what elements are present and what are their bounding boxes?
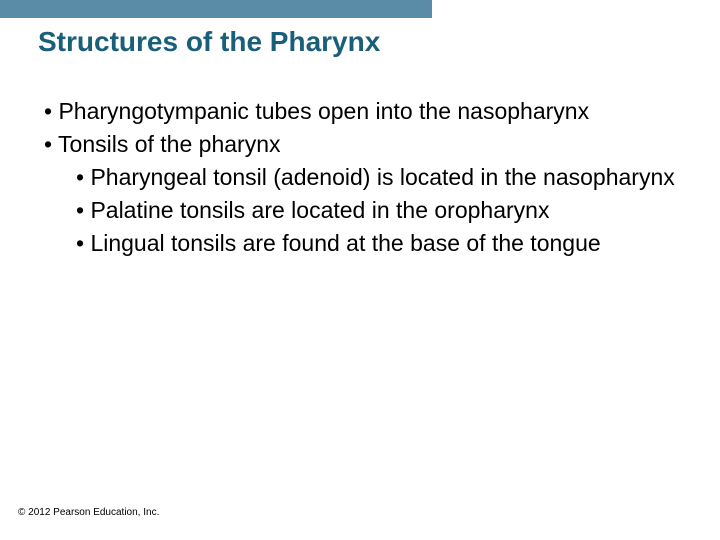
- slide-title: Structures of the Pharynx: [38, 26, 380, 58]
- copyright-footer: © 2012 Pearson Education, Inc.: [18, 507, 159, 518]
- decorative-top-bar: [0, 0, 432, 18]
- bullet-level2: • Pharyngeal tonsil (adenoid) is located…: [38, 162, 682, 193]
- bullet-level2: • Lingual tonsils are found at the base …: [38, 228, 682, 259]
- slide-body: • Pharyngotympanic tubes open into the n…: [38, 96, 682, 261]
- bullet-level1: • Tonsils of the pharynx: [38, 129, 682, 160]
- bullet-level1: • Pharyngotympanic tubes open into the n…: [38, 96, 682, 127]
- bullet-level2: • Palatine tonsils are located in the or…: [38, 195, 682, 226]
